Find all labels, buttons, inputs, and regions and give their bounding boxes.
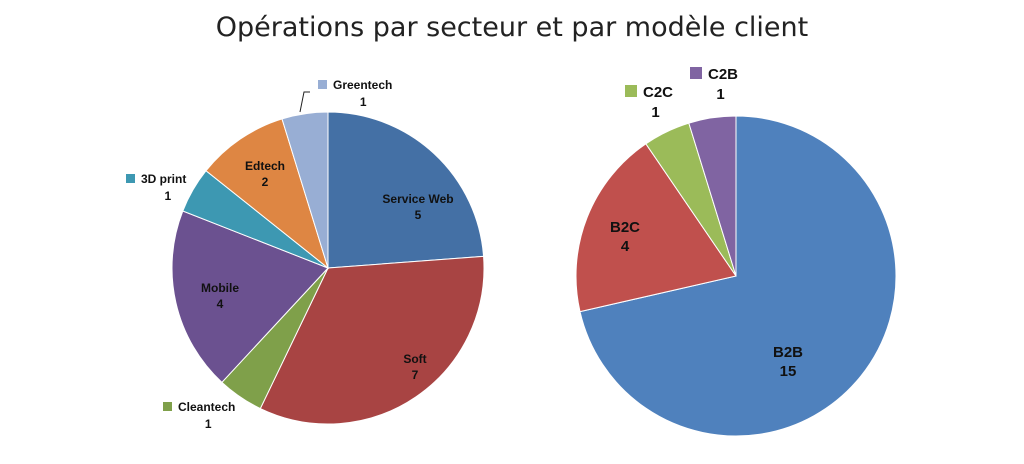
- legend-swatch: [318, 80, 327, 89]
- slice-label-value: 4: [217, 297, 224, 311]
- slice-label-soft: Soft 7: [403, 352, 426, 382]
- legend-swatch: [690, 67, 702, 79]
- slice-label-name: 3D print: [141, 172, 186, 186]
- slice-label-service-web: Service Web 5: [382, 192, 453, 222]
- slice-label-name: Greentech: [333, 78, 392, 92]
- pie-slice-b2b: [579, 115, 897, 437]
- slice-label-name: Service Web: [382, 192, 453, 206]
- pie-slice-edtech: [205, 118, 329, 270]
- slice-label-mobile: Mobile 4: [201, 281, 239, 311]
- slice-label-name: Cleantech: [178, 400, 235, 414]
- pie-slice-greentech: [281, 111, 329, 269]
- slice-label-value: 1: [205, 417, 212, 431]
- slice-label-value: 1: [360, 95, 367, 109]
- slice-label-name: Edtech: [245, 159, 285, 173]
- leader-line: [299, 91, 310, 113]
- slice-label-greentech: Greentech 1: [299, 78, 392, 113]
- slice-label-value: 2: [262, 175, 269, 189]
- pie-slice-mobile: [171, 210, 329, 384]
- slice-label-value: 1: [716, 86, 724, 103]
- slice-label-name: Soft: [403, 352, 426, 366]
- slice-label-name: Mobile: [201, 281, 239, 295]
- legend-swatch: [625, 85, 637, 97]
- slice-label-value: 4: [621, 238, 630, 255]
- chart-title: Opérations par secteur et par modèle cli…: [215, 12, 809, 43]
- slice-label-value: 5: [415, 208, 422, 222]
- slice-label-name: B2B: [773, 344, 803, 361]
- pie-slice-c2b: [688, 115, 737, 277]
- slice-label-cleantech: Cleantech 1: [163, 400, 235, 431]
- slice-label-value: 1: [651, 104, 659, 121]
- legend-swatch: [126, 174, 135, 183]
- slice-label-value: 1: [165, 189, 172, 203]
- pie-slice-service-web: [327, 111, 485, 269]
- slice-label-value: 15: [780, 363, 797, 380]
- slice-label-name: C2B: [708, 66, 738, 83]
- slice-label-value: 7: [412, 368, 419, 382]
- pie-slice-soft: [259, 255, 485, 425]
- slice-label-name: C2C: [643, 84, 673, 101]
- slice-label-name: B2C: [610, 219, 640, 236]
- legend-swatch: [163, 402, 172, 411]
- pie-slice-b2c: [575, 143, 737, 313]
- slice-label-edtech: Edtech 2: [245, 159, 285, 189]
- slice-label-3d-print: 3D print 1: [126, 172, 186, 203]
